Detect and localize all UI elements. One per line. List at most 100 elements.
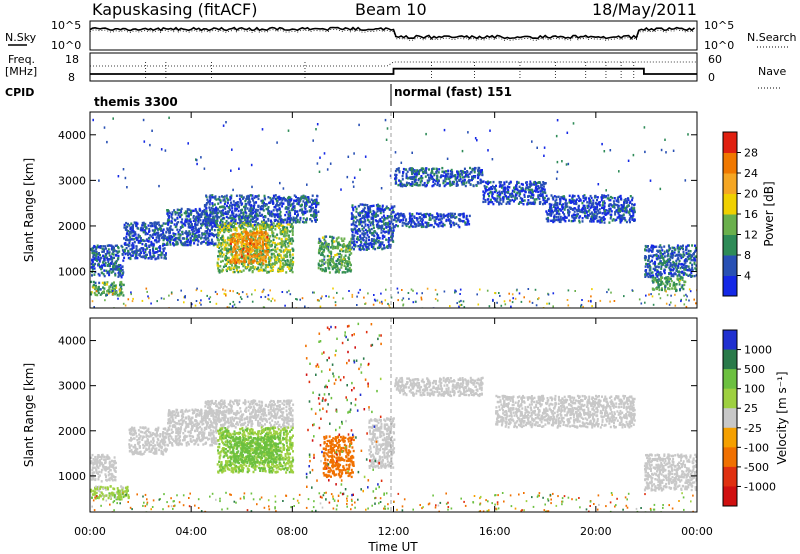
power-cell [145,255,147,259]
power-cell [592,216,595,219]
power-cell [327,245,330,249]
power-cell [189,243,191,246]
power-cell [528,183,531,186]
power-cell [571,214,574,218]
freq-label-line2: [MHz] [5,65,37,78]
power-cell [449,222,451,225]
power-cell [260,220,263,223]
power-cell [268,263,271,266]
power-cell [322,268,325,271]
power-cell [289,225,292,228]
power-cell [422,213,425,217]
power-cell [551,196,554,199]
power-cell [221,247,224,251]
power-cell [402,218,405,222]
power-cell [149,251,152,254]
power-cell [235,240,238,243]
power-cell [166,243,168,246]
power-cell [279,265,282,268]
power-cell [260,258,263,261]
power-cell [264,229,267,232]
power-cell [159,234,162,237]
power-cell [120,244,123,248]
power-cell [285,206,288,209]
power-cell [249,256,252,260]
power-cell [522,199,524,202]
power-cell [345,248,348,251]
power-cell [136,222,139,225]
power-cell [428,213,431,216]
power-cell [242,242,245,245]
power-cell [150,235,153,238]
power-cell [254,195,257,198]
power-cell [408,167,411,171]
power-cell [207,221,210,225]
power-cell [285,248,288,251]
power-cell [252,255,255,259]
power-cell [237,209,240,213]
power-cell [545,194,548,197]
power-cell [537,185,540,188]
power-cell [388,227,391,231]
power-cell [480,170,482,174]
power-cell [295,220,297,223]
power-cell [350,268,353,272]
power-cell [213,219,216,223]
power-cell [451,175,454,178]
power-cell [346,250,349,253]
power-cell [323,248,326,252]
power-cell [542,198,545,202]
power-cell [566,208,569,212]
power-cell [570,219,573,223]
power-cell [169,243,172,246]
power-cell [150,255,153,258]
power-cell [477,169,480,172]
power-cell [261,236,264,239]
power-cell [121,268,124,272]
power-cell [476,173,479,176]
power-cell [471,168,474,171]
power-cell [247,249,250,253]
power-cell [390,206,393,210]
power-cell [98,263,100,266]
power-cell [242,230,245,234]
power-cell [352,209,355,212]
power-cell [261,231,264,234]
power-cell [167,223,170,226]
power-cell [506,197,508,200]
power-cell [218,271,221,274]
power-cell [418,216,421,219]
power-cell [219,249,222,252]
power-cell [140,251,143,254]
power-cell [543,196,546,200]
power-cell [584,214,586,218]
power-cell [180,207,183,211]
power-cell [521,186,524,190]
power-cell [445,177,448,181]
power-cell [102,286,104,289]
power-cell [271,263,274,266]
power-cell [317,264,320,267]
power-cell [312,201,315,204]
power-cell [162,228,165,231]
power-cell [368,235,370,239]
power-cell [376,210,379,213]
power-cell [450,224,453,227]
power-cell [337,245,340,248]
power-cell [532,196,534,200]
power-cell [207,241,210,245]
power-cell [211,220,214,223]
power-cell [421,217,424,221]
power-cell [424,171,427,174]
power-cell [319,244,322,248]
power-cell [267,246,270,249]
power-cell [114,274,117,277]
power-cell [357,213,360,216]
power-cell [272,194,275,197]
power-cell [290,242,293,245]
power-cell [249,232,252,235]
power-cell [121,291,124,294]
power-cell [141,224,144,227]
power-cell [293,199,296,202]
